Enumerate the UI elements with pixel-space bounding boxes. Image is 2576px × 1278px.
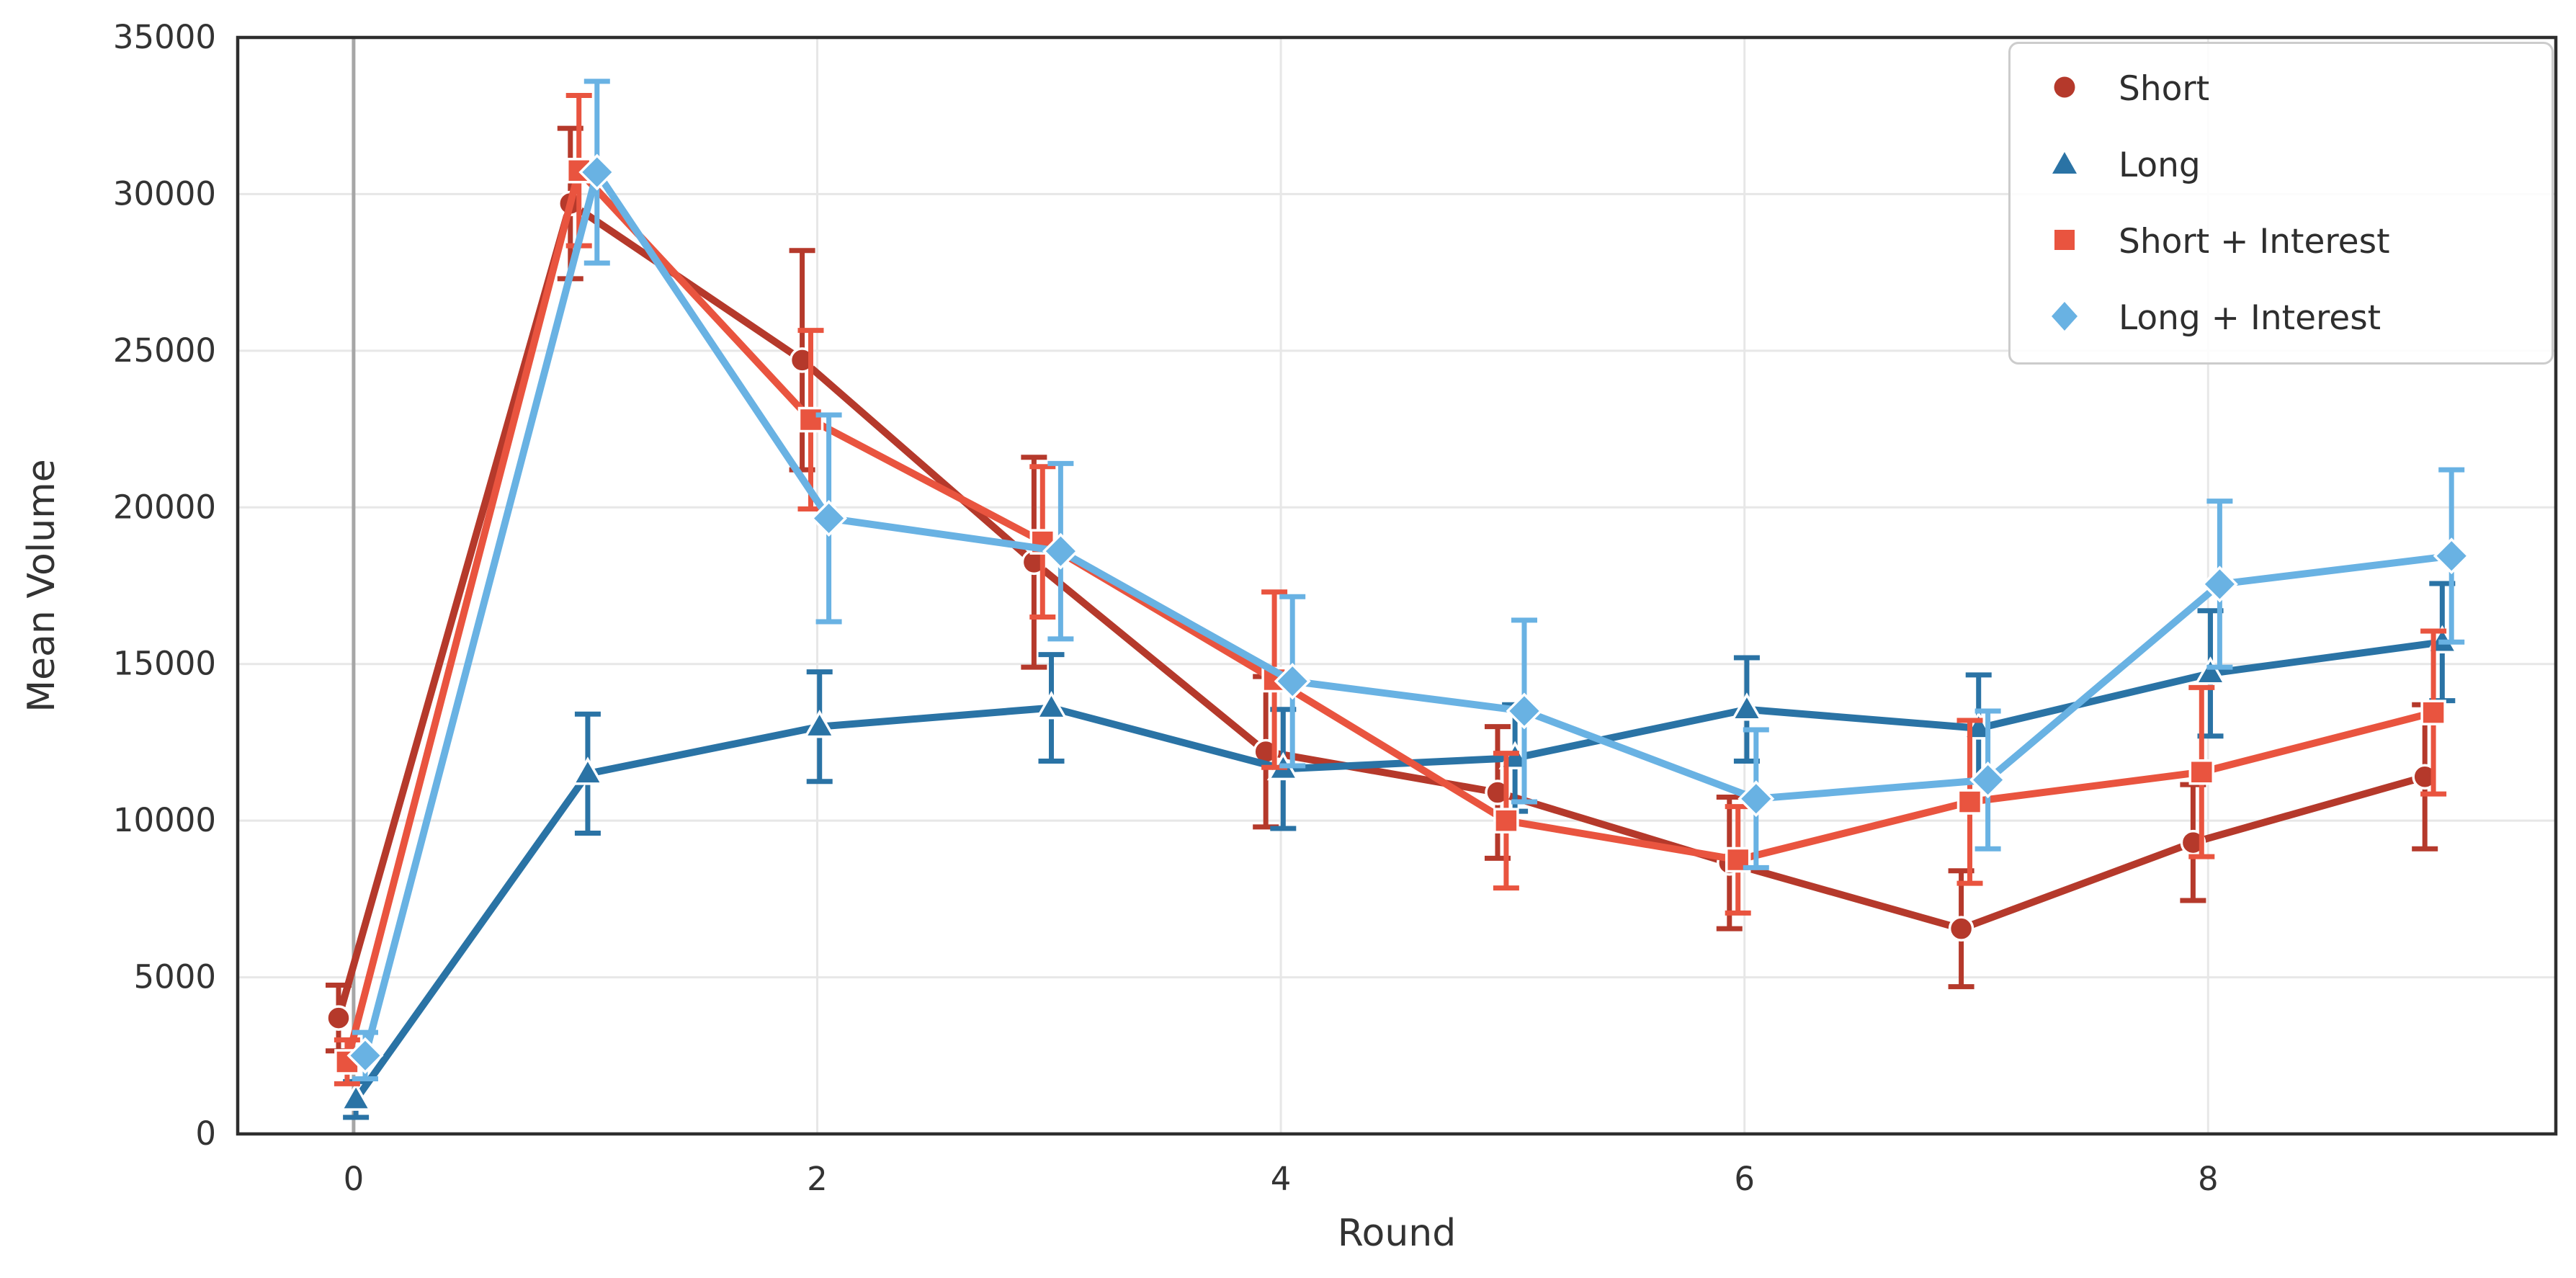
data-point-circle xyxy=(1948,916,1975,942)
y-tick-label: 10000 xyxy=(113,801,216,839)
legend-label: Short + Interest xyxy=(2119,221,2390,262)
y-tick-label: 30000 xyxy=(113,174,216,213)
x-tick-label: 4 xyxy=(1271,1160,1292,1198)
series-short-interest xyxy=(334,92,2447,1086)
data-point-diamond xyxy=(578,153,616,191)
data-point-diamond xyxy=(2433,537,2470,575)
data-point-diamond xyxy=(1506,692,1543,730)
data-point-diamond xyxy=(1274,663,1311,700)
data-point-circle xyxy=(2412,764,2438,790)
y-tick-label: 20000 xyxy=(113,488,216,526)
plot-frame xyxy=(236,35,2558,1136)
data-point-square xyxy=(1956,789,1983,815)
data-point-triangle xyxy=(339,1082,372,1111)
data-point-circle xyxy=(2180,829,2206,856)
x-tick-label: 0 xyxy=(344,1160,365,1198)
x-tick-label: 6 xyxy=(1734,1160,1755,1198)
legend-label: Long xyxy=(2119,145,2201,185)
legend-label: Short xyxy=(2119,68,2210,109)
data-point-diamond xyxy=(810,500,848,537)
series-line xyxy=(353,638,2443,1102)
x-tick-label: 2 xyxy=(807,1160,828,1198)
data-point-triangle xyxy=(1034,691,1068,720)
data-point-diamond xyxy=(1969,761,2007,799)
y-axis-label: Mean Volume xyxy=(20,459,63,712)
y-tick-label: 15000 xyxy=(113,645,216,683)
data-point-diamond xyxy=(1738,780,1775,818)
series-markers xyxy=(339,625,2459,1111)
legend-marker-diamond-icon xyxy=(2011,295,2119,341)
series-long-interest xyxy=(346,79,2470,1081)
y-tick-label: 25000 xyxy=(113,331,216,370)
y-tick-label: 35000 xyxy=(113,18,216,56)
legend-item-long: Long xyxy=(2011,128,2552,202)
data-point-diamond xyxy=(346,1037,384,1074)
data-point-circle xyxy=(326,1005,352,1031)
legend-item-short-interest: Short + Interest xyxy=(2011,204,2552,279)
data-point-circle xyxy=(789,347,815,373)
legend-marker-circle-icon xyxy=(2011,66,2119,112)
data-point-triangle xyxy=(803,710,836,738)
tick-labels: 0 5000 10000 15000 20000 25000 30000 35000 0 2 4 6 8 xyxy=(113,18,2219,1198)
data-point-circle xyxy=(1485,779,1511,805)
x-tick-label: 8 xyxy=(2198,1160,2219,1198)
y-tick-label: 5000 xyxy=(133,958,216,996)
series-line xyxy=(344,166,2435,1063)
data-point-square xyxy=(2420,700,2446,725)
legend-marker-triangle-icon xyxy=(2011,142,2119,188)
data-point-square xyxy=(2188,759,2215,785)
series-markers xyxy=(346,153,2470,1074)
data-point-diamond xyxy=(2201,566,2238,603)
data-point-square xyxy=(1493,808,1519,834)
data-point-triangle xyxy=(571,756,604,785)
data-point-square xyxy=(797,406,824,433)
legend-item-long-interest: Long + Interest xyxy=(2011,280,2552,355)
series-line xyxy=(362,168,2452,1057)
y-tick-label: 0 xyxy=(195,1114,216,1153)
data-point-diamond xyxy=(1042,532,1079,570)
x-axis-label: Round xyxy=(1337,1212,1457,1255)
data-point-triangle xyxy=(1730,692,1763,721)
legend: Short Long Short + Interest Long + Inter… xyxy=(2008,42,2554,365)
legend-item-short: Short xyxy=(2011,51,2552,126)
legend-marker-square-icon xyxy=(2011,218,2119,264)
data-point-triangle xyxy=(2193,656,2227,685)
legend-label: Long + Interest xyxy=(2119,298,2382,338)
